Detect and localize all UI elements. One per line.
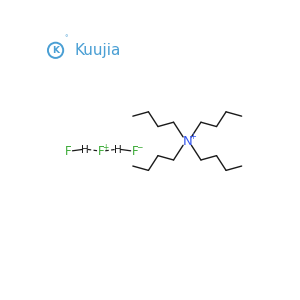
Text: Kuujia: Kuujia [74,43,120,58]
Text: °: ° [64,35,68,41]
Text: H: H [81,145,89,155]
Text: F: F [98,145,105,158]
Text: F: F [65,145,72,158]
Text: +: + [103,143,109,152]
Text: +: + [190,131,196,140]
Text: F: F [131,145,138,158]
Text: −: − [136,143,142,152]
Text: K: K [52,46,59,55]
Text: N: N [182,135,192,148]
Text: H: H [114,145,122,155]
